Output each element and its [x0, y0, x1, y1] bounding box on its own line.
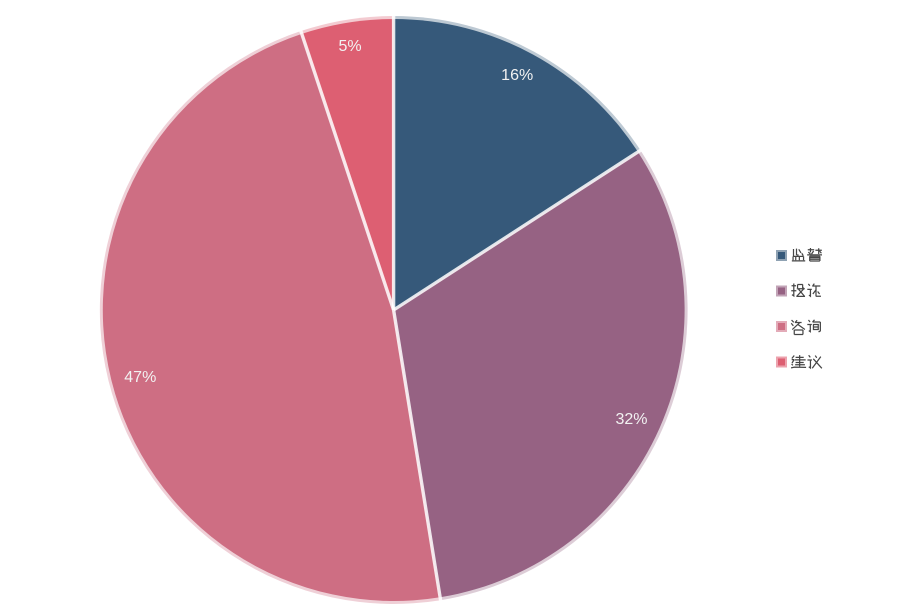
svg-text:16%: 16%	[501, 67, 533, 84]
svg-text:47%: 47%	[124, 369, 156, 386]
svg-text:5%: 5%	[338, 38, 361, 55]
svg-text:32%: 32%	[615, 411, 647, 428]
